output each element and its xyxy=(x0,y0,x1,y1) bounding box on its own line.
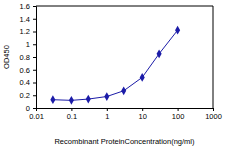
plot-frame xyxy=(36,6,213,108)
y-tick-mark xyxy=(33,83,36,84)
plot: 0.01 0.1 1 10 100 1000 0 0.2 0.4 0.6 0.8 1 1.2 1.4 1.6 xyxy=(20,2,222,121)
x-tick: 10 xyxy=(139,108,147,121)
y-axis-line xyxy=(33,7,37,109)
y-tick: 0.2 xyxy=(20,91,36,100)
data-point xyxy=(121,86,126,95)
y-tick: 0.6 xyxy=(20,66,36,75)
y-axis: 0 0.2 0.4 0.6 0.8 1 1.2 1.4 1.6 xyxy=(20,2,37,113)
y-tick-mark xyxy=(33,70,36,71)
x-tick: 100 xyxy=(172,108,185,121)
data-point xyxy=(157,49,162,58)
x-tick-mark xyxy=(142,108,143,111)
y-tick: 0.4 xyxy=(20,78,36,87)
x-axis-title: Recombinant ProteinConcentration(ng/ml) xyxy=(54,137,195,146)
y-tick-mark xyxy=(33,6,36,7)
x-tick: 1 xyxy=(105,108,109,121)
data-point xyxy=(50,95,55,104)
chart: 0.01 0.1 1 10 100 1000 0 0.2 0.4 0.6 0.8 1 1.2 1.4 1.6… xyxy=(0,0,225,150)
y-tick-label: 0 xyxy=(26,104,30,113)
data-point xyxy=(86,95,91,104)
y-tick: 1.4 xyxy=(20,15,36,24)
series xyxy=(50,26,180,105)
y-axis-title: OD450 xyxy=(2,45,11,69)
y-tick-mark xyxy=(33,44,36,45)
x-tick-label: 1000 xyxy=(205,112,222,121)
data-line xyxy=(53,30,178,100)
y-tick-label: 1.2 xyxy=(20,27,30,36)
data-point xyxy=(69,96,74,105)
data-point xyxy=(104,92,109,101)
x-axis: 0.01 0.1 1 10 100 1000 xyxy=(29,108,222,121)
y-tick-label: 0.4 xyxy=(20,78,30,87)
x-tick-label: 100 xyxy=(172,112,185,121)
x-axis-line xyxy=(37,109,214,112)
x-tick-mark xyxy=(71,108,72,111)
x-tick-label: 0.01 xyxy=(29,112,44,121)
x-tick-mark xyxy=(107,108,108,111)
y-tick-mark xyxy=(33,95,36,96)
x-tick-mark xyxy=(213,108,214,111)
y-tick-mark xyxy=(33,57,36,58)
y-tick-label: 1.6 xyxy=(20,2,30,11)
x-tick: 0.01 xyxy=(29,108,44,121)
y-tick-mark xyxy=(33,19,36,20)
y-tick-label: 1.4 xyxy=(20,15,30,24)
y-tick: 1.6 xyxy=(20,2,36,11)
y-tick: 0 xyxy=(26,104,36,113)
y-tick-label: 0.2 xyxy=(20,91,30,100)
x-tick-label: 10 xyxy=(139,112,147,121)
x-tick-label: 0.1 xyxy=(67,112,77,121)
y-tick: 0.8 xyxy=(20,53,36,62)
x-tick-mark xyxy=(178,108,179,111)
y-tick: 1.2 xyxy=(20,27,36,36)
y-tick-label: 0.6 xyxy=(20,66,30,75)
data-point xyxy=(140,73,145,82)
y-tick-label: 0.8 xyxy=(20,53,30,62)
y-tick: 1 xyxy=(26,40,36,49)
x-tick: 1000 xyxy=(205,108,222,121)
x-tick: 0.1 xyxy=(67,108,77,121)
x-tick-label: 1 xyxy=(105,112,109,121)
y-tick-mark xyxy=(33,32,36,33)
data-point xyxy=(175,26,180,35)
y-tick-label: 1 xyxy=(26,40,30,49)
y-tick-mark xyxy=(33,108,36,109)
